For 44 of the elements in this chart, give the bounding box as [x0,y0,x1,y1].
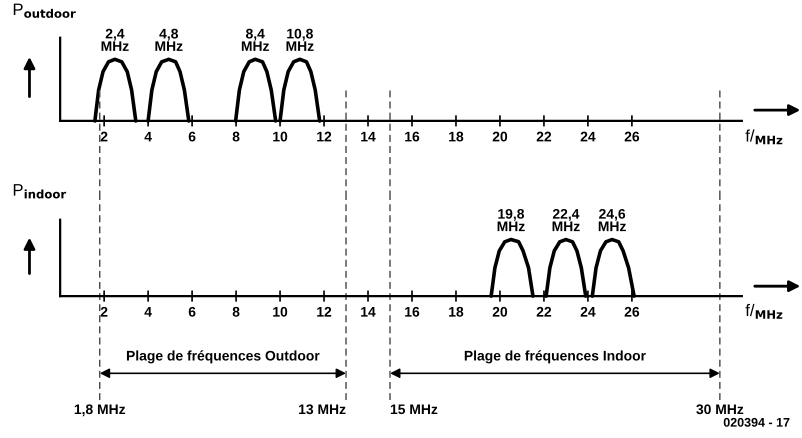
ref-line-label: 1,8 MHz [74,404,126,416]
x-tick-label: 24 [580,306,596,317]
annotation: 24,6 MHz [598,208,626,232]
x-tick-label: 12 [317,306,332,317]
ref-line-label: 13 MHz [299,404,346,414]
text: 020394 - 17 [724,418,790,427]
x-tick-label: 20 [492,306,508,317]
x-tick-label: 4 [144,307,152,317]
x-axis-title: f/$_{MHz}$ [745,304,782,319]
x-tick-label: 6 [188,306,196,317]
annotation: 19,8 MHz [498,208,525,232]
annotation: 8,4 MHz [242,28,269,51]
x-tick-label: 16 [405,306,420,317]
x-tick-label: 4 [144,132,152,142]
y-axis-title: P$_{indoor}$ [14,184,66,198]
text: Plage de fréquences Indoor [464,350,646,364]
x-tick-label: 2 [100,306,108,317]
x-tick-label: 10 [273,306,288,317]
x-tick-label: 26 [624,132,640,142]
x-tick-label: 16 [405,132,420,142]
text: Plage de fréquences Outdoor [126,350,320,364]
x-tick-label: 20 [492,132,508,142]
x-tick-label: 18 [449,132,464,142]
x-tick-label: 6 [188,132,196,142]
x-tick-label: 14 [361,307,376,317]
x-tick-label: 14 [361,132,376,142]
x-tick-label: 22 [536,306,552,317]
x-tick-label: 12 [317,132,332,142]
ref-line-label: 30 MHz [696,404,744,414]
y-axis-title: P$_{outdoor}$ [14,4,76,18]
annotation: 4,8 MHz [155,28,183,51]
x-tick-label: 8 [232,306,240,317]
x-axis-title: f/$_{MHz}$ [745,129,782,144]
ref-line-label: 15 MHz [390,404,438,414]
x-tick-label: 26 [624,306,640,317]
annotation: 10,8 MHz [286,28,314,51]
x-tick-label: 10 [273,132,288,142]
x-tick-label: 22 [536,132,552,142]
annotation: 2,4 MHz [102,28,129,51]
x-tick-label: 18 [449,306,464,317]
x-tick-label: 8 [232,132,240,142]
x-tick-label: 2 [100,132,108,142]
annotation: 22,4 MHz [552,208,580,232]
x-tick-label: 24 [580,132,596,142]
